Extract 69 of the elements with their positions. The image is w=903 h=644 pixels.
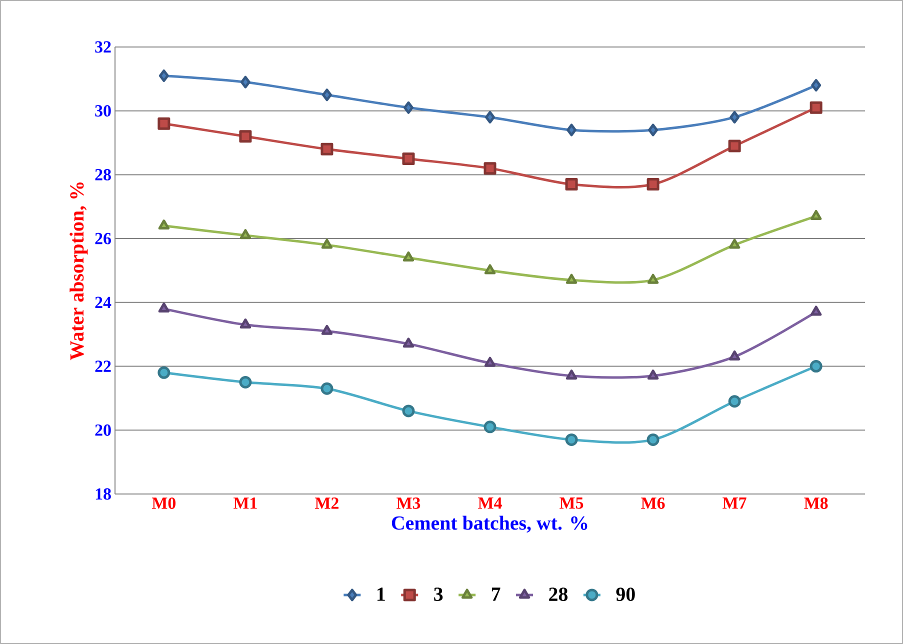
point — [728, 395, 741, 408]
x-tick-label: M2 — [315, 498, 338, 509]
point — [484, 356, 496, 367]
point — [565, 178, 578, 191]
x-tick-label: M5 — [560, 498, 584, 509]
point — [321, 324, 333, 335]
x-tick-label: M1 — [234, 498, 257, 509]
x-axis-title: Cement batches, wt. % — [392, 516, 588, 533]
point — [484, 162, 496, 175]
y-tick-label: 18 — [96, 488, 111, 500]
point — [321, 238, 333, 249]
point — [158, 117, 170, 130]
legend-label: 3 — [434, 588, 443, 601]
y-tick-label: 32 — [95, 41, 111, 53]
x-tick-label: M6 — [641, 498, 665, 509]
legend-label: 90 — [616, 588, 635, 602]
point — [158, 366, 170, 379]
point — [484, 420, 496, 434]
point — [566, 370, 578, 380]
point — [810, 360, 822, 373]
point — [566, 274, 578, 284]
point — [402, 152, 415, 165]
point — [648, 124, 658, 136]
point — [240, 318, 252, 329]
point — [158, 302, 170, 313]
legend-label: 28 — [549, 588, 568, 602]
point — [402, 404, 415, 418]
point — [565, 433, 578, 446]
x-tick-label: M0 — [152, 498, 176, 509]
point — [485, 110, 496, 124]
point — [646, 433, 660, 446]
point — [566, 124, 577, 136]
x-tick-label: M8 — [804, 498, 828, 509]
x-tick-label: M4 — [478, 498, 502, 509]
y-tick-label: 22 — [95, 360, 111, 372]
legend-label: 7 — [492, 588, 500, 601]
point — [810, 101, 822, 114]
y-tick-label: 30 — [95, 105, 111, 117]
point — [320, 142, 334, 156]
point — [484, 264, 496, 274]
legend-label: 1 — [378, 588, 385, 601]
point — [810, 306, 822, 316]
y-tick-label: 26 — [95, 232, 111, 244]
point — [239, 376, 252, 388]
y-axis-title: Water absorption, % — [70, 182, 88, 360]
point — [403, 101, 414, 114]
point — [811, 79, 822, 92]
point — [240, 76, 250, 88]
point — [320, 382, 334, 395]
point — [239, 130, 252, 143]
point — [730, 110, 740, 124]
y-tick-label: 24 — [95, 296, 112, 308]
y-tick-label: 28 — [95, 168, 111, 180]
x-tick-label: M3 — [396, 498, 420, 509]
point — [402, 338, 414, 348]
point — [728, 140, 741, 152]
point — [728, 238, 740, 249]
point — [240, 229, 252, 240]
point — [646, 178, 660, 191]
point — [322, 88, 332, 102]
point — [810, 210, 822, 220]
y-tick-label: 20 — [95, 424, 111, 436]
point — [402, 251, 414, 262]
point — [647, 370, 659, 380]
point — [728, 350, 740, 360]
point — [647, 274, 659, 284]
point — [158, 220, 170, 230]
point — [158, 69, 169, 82]
x-tick-label: M7 — [722, 498, 746, 509]
